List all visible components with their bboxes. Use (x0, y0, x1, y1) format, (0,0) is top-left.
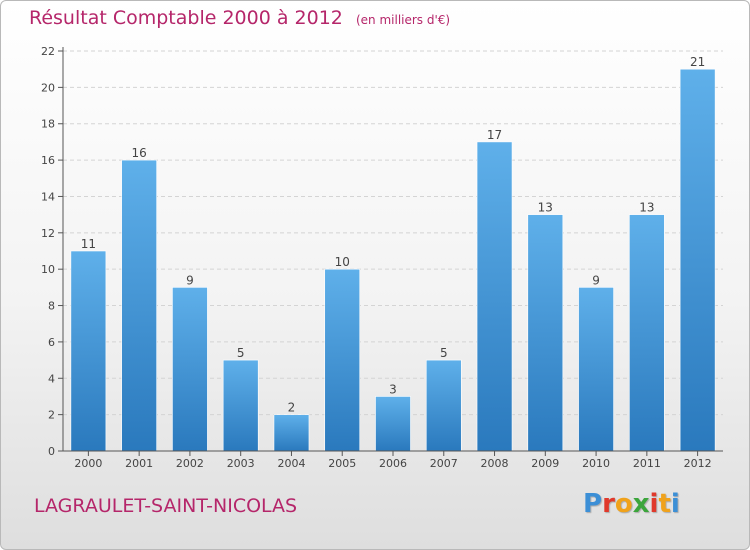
data-label: 17 (487, 128, 502, 142)
bars (70, 68, 716, 452)
data-label: 9 (186, 273, 194, 287)
logo-letter: x (632, 489, 650, 519)
y-tick-label: 20 (41, 81, 55, 94)
data-label: 10 (335, 255, 350, 269)
x-tick-label: 2005 (328, 457, 356, 470)
labels: 0 2 4 6 8 10 12 14 16 18 20 22 11 2000 16 2001 9 2002 5 200… (41, 45, 712, 470)
chart-subtitle: (en milliers d'€) (355, 13, 451, 27)
data-label: 13 (538, 201, 553, 215)
data-label: 3 (389, 382, 397, 396)
logo-letter: P (583, 489, 603, 519)
bar-2003 (222, 359, 259, 452)
y-tick-label: 12 (41, 227, 55, 240)
y-tick-label: 18 (41, 118, 55, 131)
x-tick-label: 2008 (481, 457, 509, 470)
x-tick-label: 2004 (277, 457, 305, 470)
data-label: 11 (81, 237, 96, 251)
proxiti-logo[interactable]: Proxiti (583, 489, 680, 519)
bar-2007 (425, 359, 462, 452)
y-tick-label: 22 (41, 45, 55, 58)
x-tick-label: 2010 (582, 457, 610, 470)
logo-letter: t (658, 489, 671, 519)
logo-letter: i (649, 489, 659, 519)
grid-lines (63, 50, 723, 416)
logo-letter: r (602, 489, 615, 519)
bar-2005 (324, 268, 361, 452)
data-label: 13 (639, 201, 654, 215)
y-tick-label: 8 (48, 300, 55, 313)
data-label: 5 (237, 346, 245, 360)
data-label: 9 (592, 273, 600, 287)
data-label: 21 (690, 55, 705, 69)
logo-letter: i (670, 489, 680, 519)
bar-2008 (476, 141, 513, 452)
bar-2006 (375, 396, 411, 452)
x-tick-label: 2011 (633, 457, 661, 470)
x-tick-label: 2000 (74, 457, 102, 470)
bar-2009 (527, 214, 564, 452)
commune-name: LAGRAULET-SAINT-NICOLAS (34, 495, 298, 517)
y-tick-label: 10 (41, 263, 55, 276)
bar-2000 (70, 250, 107, 452)
bar-2011 (629, 214, 665, 452)
y-tick-label: 14 (41, 190, 55, 203)
chart-title: Résultat Comptable 2000 à 2012 (29, 7, 343, 29)
x-tick-label: 2007 (430, 457, 458, 470)
bar-2001 (121, 159, 157, 452)
y-tick-label: 16 (41, 154, 55, 167)
x-tick-label: 2002 (176, 457, 204, 470)
bar-2002 (172, 287, 208, 452)
y-tick-label: 2 (48, 409, 55, 422)
y-tick-label: 0 (48, 445, 55, 458)
bar-2004 (273, 414, 310, 452)
x-tick-label: 2001 (125, 457, 153, 470)
x-tick-label: 2006 (379, 457, 407, 470)
x-tick-label: 2012 (684, 457, 712, 470)
data-label: 5 (440, 346, 448, 360)
bar-2010 (578, 287, 614, 452)
logo-letter: o (614, 489, 633, 519)
data-label: 2 (288, 401, 296, 415)
x-tick-label: 2009 (531, 457, 559, 470)
chart-header: Résultat Comptable 2000 à 2012 (en milli… (29, 7, 450, 29)
bar-2012 (679, 68, 716, 452)
y-tick-label: 6 (48, 336, 55, 349)
data-label: 16 (132, 146, 147, 160)
axes (58, 47, 723, 456)
y-tick-label: 4 (48, 372, 55, 385)
x-tick-label: 2003 (227, 457, 255, 470)
